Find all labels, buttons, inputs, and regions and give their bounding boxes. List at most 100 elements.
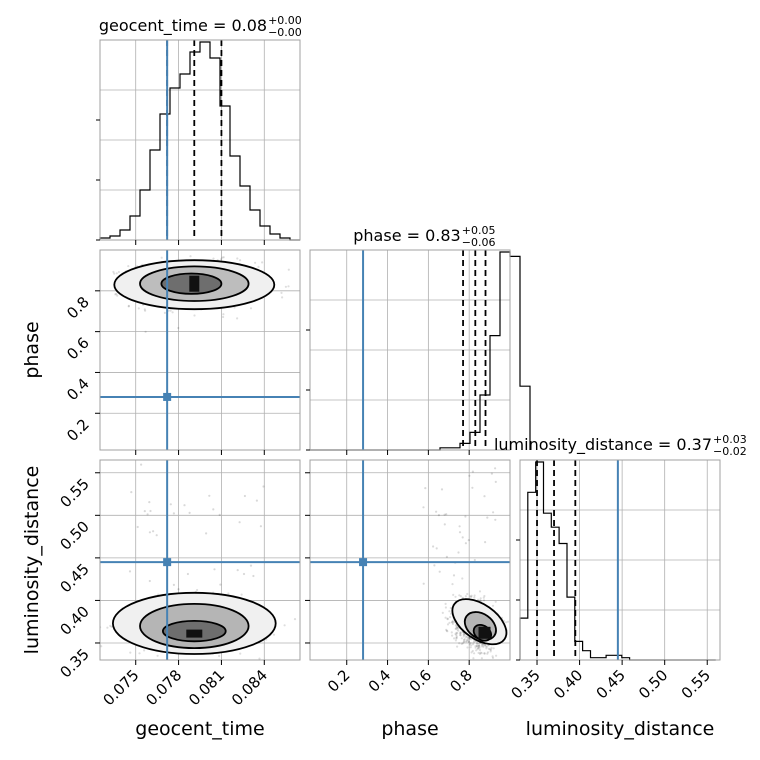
sample-point (451, 622, 454, 626)
sample-point (445, 628, 448, 631)
panel-content (112, 255, 290, 333)
sample-point (261, 261, 264, 264)
sample-point (456, 645, 459, 648)
sample-point (475, 649, 478, 652)
sample-point (240, 593, 243, 596)
sample-point (462, 635, 465, 638)
sample-point (258, 657, 261, 660)
sample-point (468, 474, 471, 477)
sample-point (473, 594, 476, 597)
sample-point (441, 611, 444, 615)
sample-point (455, 627, 458, 630)
sample-point (451, 634, 454, 637)
sample-point (254, 261, 257, 264)
sample-point (462, 638, 465, 642)
sample-point (455, 635, 458, 638)
sample-point (482, 644, 485, 647)
data-layer (99, 40, 716, 661)
sample-point (472, 657, 475, 660)
sample-point (236, 317, 239, 320)
sample-point (189, 255, 192, 258)
sample-point (242, 572, 246, 576)
sample-point (478, 648, 481, 652)
sample-point (218, 513, 221, 517)
sample-point (236, 257, 239, 260)
sample-point (464, 595, 467, 598)
sample-point (137, 307, 140, 310)
sample-point (452, 574, 456, 577)
panel-title: luminosity_distance = 0.37 (494, 435, 712, 455)
sample-point (459, 632, 462, 635)
sample-point (483, 495, 486, 498)
sample-point (255, 499, 258, 502)
sample-point (471, 649, 474, 653)
sample-point (109, 624, 112, 628)
sample-point (466, 646, 469, 649)
histogram-geocent_time (99, 41, 300, 241)
sample-point (459, 632, 462, 635)
sample-point (186, 572, 189, 576)
sample-point (477, 645, 480, 648)
panel-title: geocent_time = 0.08 (99, 16, 267, 36)
sample-point (483, 652, 486, 655)
sample-point (155, 534, 158, 537)
sample-point (196, 588, 199, 592)
sample-point (193, 314, 196, 317)
sample-point (482, 596, 485, 599)
sample-point (461, 596, 464, 599)
sample-point (484, 645, 487, 648)
sample-point (476, 642, 479, 645)
panel-title-upper-error: +0.00 (268, 14, 302, 27)
sample-point (222, 315, 225, 319)
sample-point (477, 598, 480, 601)
sample-point (474, 646, 477, 649)
sample-point (478, 590, 482, 593)
sample-point (465, 635, 469, 638)
sample-point (444, 602, 447, 606)
sample-point (495, 654, 498, 657)
sample-point (479, 651, 482, 654)
sample-point (463, 640, 466, 643)
sample-point (451, 583, 454, 586)
sample-point (477, 646, 480, 649)
sample-point (478, 646, 481, 650)
sample-point (169, 503, 172, 506)
sample-point (456, 626, 459, 629)
sample-point (422, 506, 425, 509)
panel-title-upper-error: +0.03 (713, 433, 747, 446)
density-peak (478, 626, 491, 639)
panel-content (422, 467, 510, 660)
sample-point (455, 633, 458, 637)
sample-point (220, 258, 223, 261)
sample-point (127, 305, 130, 308)
sample-point (469, 637, 472, 640)
sample-point (471, 486, 474, 489)
sample-point (239, 259, 242, 262)
sample-point (171, 311, 174, 314)
y-axis-label: luminosity_distance (21, 466, 43, 655)
sample-point (287, 268, 290, 271)
sample-point (148, 579, 151, 583)
sample-point (257, 265, 260, 268)
sample-point (472, 641, 475, 644)
sample-point (477, 642, 481, 645)
sample-point (172, 583, 175, 587)
sample-point (453, 621, 456, 624)
sample-point (445, 555, 448, 559)
truth-marker (163, 392, 172, 401)
sample-point (140, 463, 143, 466)
sample-point (475, 644, 478, 648)
sample-point (136, 525, 139, 529)
sample-point (457, 629, 460, 632)
sample-point (505, 621, 508, 624)
sample-point (494, 600, 497, 603)
sample-point (287, 285, 290, 288)
sample-point (477, 651, 480, 655)
sample-point (446, 623, 450, 626)
sample-point (494, 480, 497, 483)
sample-point (491, 655, 494, 658)
sample-point (446, 630, 449, 633)
panel-geocent_time-vs-luminosity_distance (100, 463, 297, 660)
sample-point (467, 639, 470, 642)
